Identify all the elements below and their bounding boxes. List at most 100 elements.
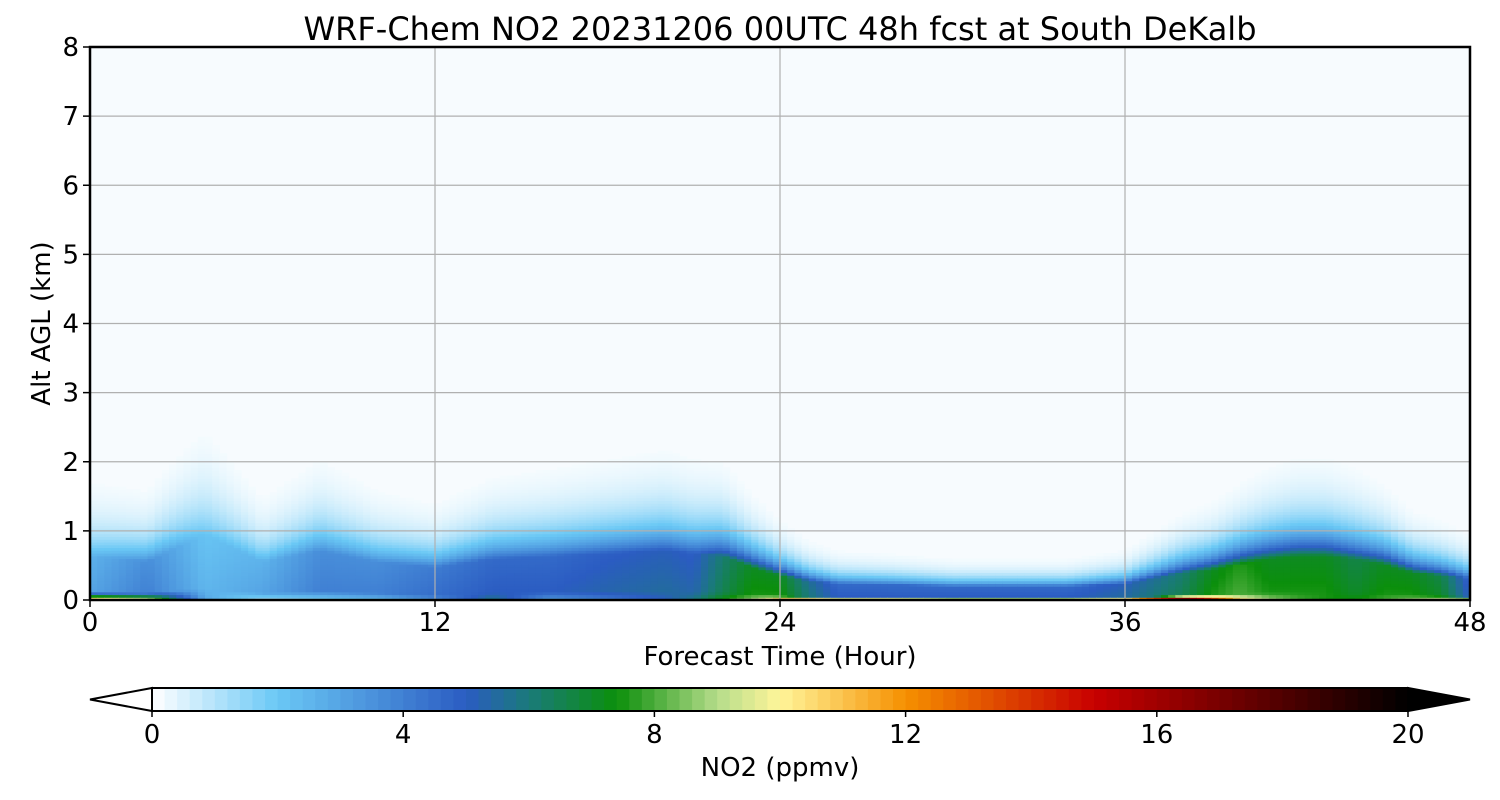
- field-cell: [212, 483, 220, 488]
- field-cell: [341, 511, 350, 515]
- field-cell: [197, 514, 206, 518]
- field-cell: [571, 594, 580, 598]
- field-cell: [485, 591, 494, 596]
- field-cell: [298, 528, 307, 532]
- field-cell: [406, 580, 415, 584]
- field-cell: [895, 586, 903, 590]
- field-cell: [334, 497, 343, 502]
- field-cell: [226, 572, 235, 576]
- field-cell: [787, 536, 795, 540]
- field-cell: [161, 569, 170, 573]
- field-cell: [772, 522, 781, 526]
- field-cell: [133, 577, 141, 582]
- field-cell: [312, 514, 321, 518]
- field-cell: [255, 586, 264, 590]
- field-cell: [355, 550, 364, 554]
- field-cell: [320, 497, 328, 502]
- field-cell: [384, 564, 393, 568]
- field-cell: [269, 580, 278, 584]
- field-cell: [521, 572, 530, 576]
- field-cell: [226, 586, 235, 590]
- field-cell: [377, 561, 386, 565]
- field-cell: [571, 544, 580, 549]
- field-cell: [291, 489, 300, 493]
- field-cell: [550, 508, 558, 513]
- field-cell: [140, 525, 149, 529]
- field-cell: [147, 586, 156, 590]
- field-cell: [650, 591, 659, 596]
- field-cell: [794, 566, 803, 571]
- field-cell: [125, 525, 134, 529]
- field-cell: [700, 536, 709, 540]
- field-cell: [542, 539, 551, 543]
- field-cell: [190, 458, 199, 463]
- field-cell: [902, 561, 910, 565]
- field-cell: [1010, 561, 1018, 565]
- field-cell: [679, 478, 688, 482]
- field-cell: [169, 514, 177, 518]
- field-cell: [226, 553, 235, 557]
- field-cell: [636, 481, 645, 485]
- field-cell: [269, 522, 278, 526]
- field-cell: [751, 525, 760, 529]
- field-cell: [298, 492, 307, 496]
- field-cell: [298, 500, 307, 504]
- field-cell: [305, 533, 314, 537]
- field-cell: [485, 588, 494, 593]
- field-cell: [499, 588, 508, 593]
- field-cell: [97, 489, 105, 493]
- field-cell: [391, 572, 400, 576]
- field-cell: [219, 500, 228, 504]
- field-cell: [621, 492, 630, 496]
- field-cell: [492, 597, 501, 600]
- field-cell: [744, 503, 752, 507]
- field-cell: [887, 575, 896, 579]
- field-cell: [190, 597, 199, 600]
- field-cell: [176, 564, 185, 568]
- field-cell: [363, 522, 371, 526]
- field-cell: [384, 544, 393, 549]
- field-cell: [880, 597, 889, 600]
- field-cell: [636, 577, 645, 582]
- field-cell: [837, 577, 846, 582]
- field-cell: [607, 594, 616, 598]
- field-cell: [377, 544, 386, 549]
- field-cell: [700, 591, 709, 596]
- field-cell: [708, 572, 716, 576]
- field-cell: [449, 519, 458, 524]
- field-cell: [808, 583, 817, 587]
- field-cell: [506, 541, 515, 546]
- field-cell: [657, 586, 666, 590]
- field-cell: [276, 569, 285, 573]
- field-cell: [312, 555, 321, 560]
- field-cell: [420, 514, 429, 518]
- field-cell: [269, 519, 278, 524]
- field-cell: [298, 586, 307, 590]
- field-cell: [183, 456, 192, 460]
- field-cell: [104, 550, 113, 554]
- field-cell: [859, 594, 867, 598]
- field-cell: [629, 553, 637, 557]
- field-cell: [492, 514, 501, 518]
- field-cell: [751, 553, 760, 557]
- field-cell: [190, 494, 199, 499]
- field-cell: [485, 536, 494, 540]
- field-cell: [327, 508, 335, 513]
- field-cell: [665, 483, 673, 488]
- field-cell: [722, 580, 731, 584]
- field-cell: [657, 483, 666, 488]
- field-cell: [1045, 572, 1054, 576]
- field-cell: [305, 497, 314, 502]
- field-cell: [355, 588, 364, 593]
- field-cell: [449, 528, 458, 532]
- field-cell: [636, 536, 645, 540]
- field-cell: [183, 536, 192, 540]
- field-cell: [650, 539, 659, 543]
- field-cell: [284, 541, 292, 546]
- field-cell: [183, 494, 192, 499]
- field-cell: [715, 514, 724, 518]
- field-cell: [772, 536, 781, 540]
- field-cell: [844, 553, 853, 557]
- field-cell: [420, 508, 429, 513]
- field-cell: [111, 547, 120, 551]
